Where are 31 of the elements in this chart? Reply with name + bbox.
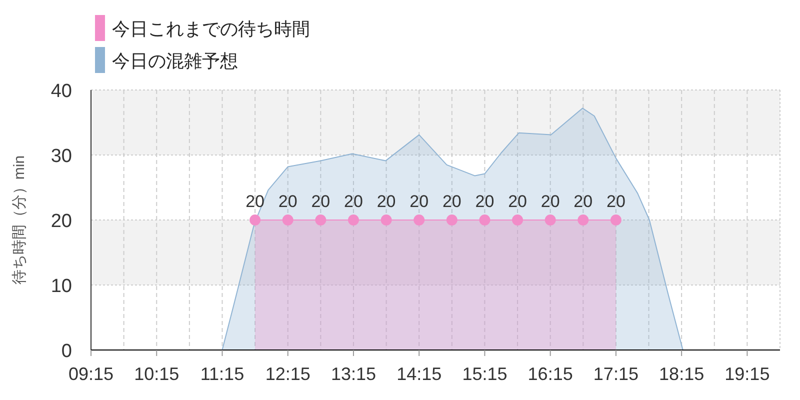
x-tick-label: 12:15 [265,364,310,384]
y-tick-label: 0 [61,341,72,362]
data-label: 20 [344,192,363,211]
data-label: 20 [246,192,265,211]
x-tick-label: 18:15 [659,364,704,384]
y-tick-label: 10 [50,276,72,297]
x-tick-label: 15:15 [462,364,508,384]
data-label: 20 [606,192,626,211]
x-tick-label: 11:15 [200,364,244,384]
y-tick-label: 30 [50,146,72,167]
data-label: 20 [442,192,462,211]
data-label: 20 [410,192,429,211]
data-label: 20 [311,192,330,211]
x-tick-label: 13:15 [330,364,376,384]
x-tick-label: 09:15 [68,364,114,384]
x-tick-label: 17:15 [593,364,638,384]
x-tick-label: 16:15 [528,364,573,384]
y-tick-label: 20 [50,211,72,232]
data-label: 20 [574,192,593,211]
y-tick-label: 40 [50,81,72,102]
legend-label: 今日の混雑予想 [112,51,238,71]
data-label: 20 [508,192,527,211]
legend-label: 今日これまでの待ち時間 [112,19,310,39]
data-label: 20 [540,192,560,211]
data-label: 20 [475,192,494,211]
y-axis-title: 待ち時間（分）min [11,155,28,285]
x-tick-label: 10:15 [134,364,180,384]
x-tick-label: 14:15 [396,364,442,384]
data-label: 20 [376,192,396,211]
x-tick-label: 19:15 [724,364,770,384]
data-label: 20 [278,192,298,211]
